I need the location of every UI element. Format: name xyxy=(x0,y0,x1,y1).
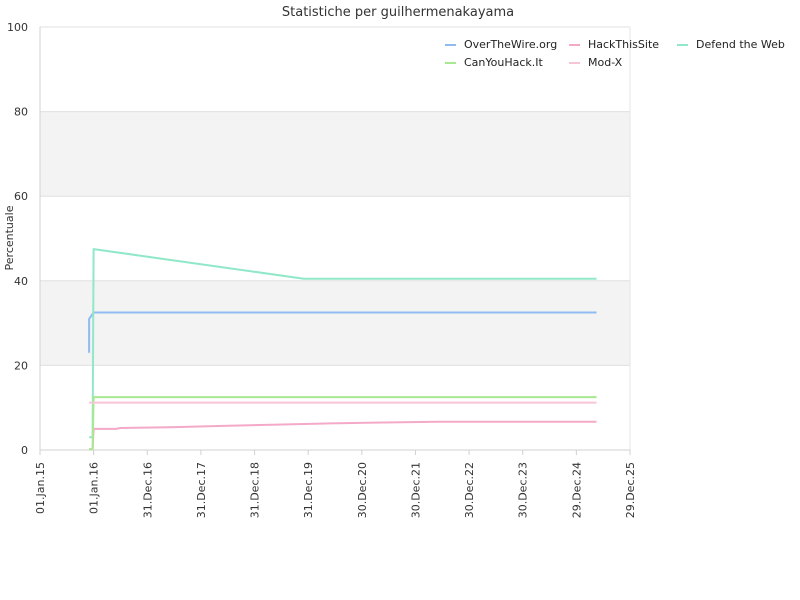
y-tick-label: 40 xyxy=(14,275,28,288)
x-tick-label: 29.Dec.24 xyxy=(570,462,583,518)
y-tick-label: 80 xyxy=(14,106,28,119)
x-tick-label: 30.Dec.20 xyxy=(356,462,369,518)
x-tick-label: 01.Jan.15 xyxy=(34,462,47,514)
x-tick-label: 30.Dec.21 xyxy=(409,462,422,518)
legend: OverTheWire.org HackThisSite Defend the We… xyxy=(445,38,785,69)
series-line-overthewire-org xyxy=(88,311,597,353)
plot-background xyxy=(40,27,630,450)
y-tick-label: 60 xyxy=(14,190,28,203)
grid-bands xyxy=(40,111,630,366)
legend-label: CanYouHack.It xyxy=(464,56,544,69)
x-tick-label: 30.Dec.22 xyxy=(463,462,476,518)
y-tick-label: 20 xyxy=(14,359,28,372)
x-tick-label: 31.Dec.19 xyxy=(302,462,315,518)
y-axis-label: Percentuale xyxy=(3,205,16,270)
x-tick-label: 31.Dec.18 xyxy=(249,462,262,518)
x-tick-label: 29.Dec.25 xyxy=(624,462,637,518)
legend-label: Defend the Web xyxy=(696,38,785,51)
axes xyxy=(39,27,631,451)
series-line-canyouhack-it xyxy=(89,396,597,451)
grid-band xyxy=(40,111,630,197)
y-tick-labels: 0 20 40 60 80 100 xyxy=(7,21,28,457)
y-tick-label: 100 xyxy=(7,21,28,34)
y-tick-label: 0 xyxy=(21,444,28,457)
grid-band xyxy=(40,280,630,366)
legend-label: OverTheWire.org xyxy=(464,38,557,51)
legend-label: HackThisSite xyxy=(588,38,659,51)
chart-title: Statistiche per guilhermenakayama xyxy=(282,5,514,20)
x-tick-label: 30.Dec.23 xyxy=(517,462,530,518)
x-tick-labels: 01.Jan.15 01.Jan.16 31.Dec.16 31.Dec.17 31.D… xyxy=(34,450,637,518)
x-tick-label: 31.Dec.17 xyxy=(195,462,208,518)
x-tick-label: 01.Jan.16 xyxy=(88,462,101,514)
series-lines xyxy=(88,248,597,451)
x-tick-label: 31.Dec.16 xyxy=(141,462,154,518)
legend-label: Mod-X xyxy=(588,56,623,69)
series-line-defend-the-web xyxy=(89,248,597,439)
